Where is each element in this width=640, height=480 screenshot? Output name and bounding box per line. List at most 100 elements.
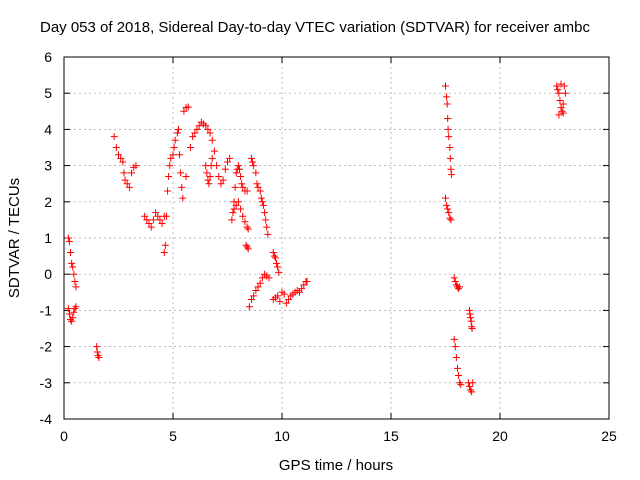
data-point <box>71 277 79 285</box>
data-point <box>210 147 218 155</box>
data-point <box>189 133 197 141</box>
y-tick-label: -2 <box>40 339 53 355</box>
data-point <box>71 305 79 313</box>
data-point <box>276 297 284 305</box>
data-point <box>555 111 563 119</box>
data-point <box>112 144 120 151</box>
data-point <box>249 158 257 166</box>
data-point <box>237 172 245 180</box>
data-point <box>270 252 278 260</box>
data-point <box>466 310 474 318</box>
data-point <box>465 382 473 390</box>
data-point <box>555 89 563 97</box>
data-point <box>259 201 267 209</box>
data-point <box>145 220 153 228</box>
data-point <box>70 270 78 278</box>
data-point <box>455 285 463 293</box>
axis-ticks <box>63 56 610 420</box>
data-point <box>242 241 250 249</box>
y-tick-label: -1 <box>40 302 53 318</box>
x-tick-label: 10 <box>274 428 290 444</box>
data-point <box>448 171 456 179</box>
data-point <box>238 180 246 188</box>
x-axis-label: GPS time / hours <box>279 457 393 474</box>
data-point <box>120 169 128 177</box>
y-tick-label: 3 <box>44 158 52 174</box>
data-point <box>65 310 73 318</box>
data-point <box>247 296 255 304</box>
data-point <box>65 238 73 246</box>
data-point <box>452 353 460 361</box>
data-point <box>455 372 463 380</box>
data-point <box>271 254 279 262</box>
data-point <box>147 223 155 231</box>
data-point <box>161 241 169 249</box>
data-point <box>228 216 236 224</box>
data-point <box>452 281 460 289</box>
data-point <box>149 216 157 224</box>
data-point <box>64 305 72 313</box>
data-point <box>553 82 561 90</box>
data-point <box>446 154 454 162</box>
data-point <box>257 194 265 202</box>
data-point <box>206 172 214 180</box>
data-point <box>451 343 459 351</box>
data-point <box>69 314 77 322</box>
data-point <box>234 198 242 206</box>
data-point <box>557 104 565 112</box>
data-point <box>154 212 162 220</box>
data-point <box>285 296 293 304</box>
data-point <box>469 379 477 387</box>
data-point <box>282 299 290 307</box>
data-point <box>254 183 262 191</box>
data-point <box>443 100 451 108</box>
data-point <box>447 216 455 224</box>
y-tick-label: 2 <box>44 194 52 210</box>
data-point <box>243 187 251 195</box>
data-point <box>252 169 260 177</box>
data-point <box>177 169 185 177</box>
chart-title: Day 053 of 2018, Sidereal Day-to-day VTE… <box>40 19 590 36</box>
data-point <box>171 136 179 144</box>
data-point <box>169 151 177 159</box>
data-point <box>303 277 311 285</box>
data-point <box>94 352 102 360</box>
data-point <box>230 205 238 213</box>
data-point <box>231 183 239 191</box>
data-point <box>206 129 214 137</box>
data-point <box>258 274 266 282</box>
data-point <box>93 343 101 351</box>
data-point <box>558 107 566 115</box>
data-point <box>453 364 461 372</box>
y-tick-label: -3 <box>40 375 53 391</box>
data-point <box>182 172 190 180</box>
data-point <box>217 180 225 188</box>
data-point <box>247 154 255 162</box>
data-point <box>160 248 168 256</box>
data-point <box>202 122 210 130</box>
data-point <box>191 129 199 137</box>
data-point <box>444 205 452 213</box>
data-point <box>143 216 151 224</box>
y-tick-label: 4 <box>44 121 52 137</box>
data-point <box>244 245 252 253</box>
data-point <box>250 292 258 300</box>
data-point <box>274 292 282 300</box>
data-point <box>237 205 245 213</box>
data-point <box>468 325 476 332</box>
data-point <box>72 283 80 291</box>
data-point <box>174 125 182 133</box>
data-point <box>158 220 166 228</box>
data-point <box>241 218 249 226</box>
data-point <box>265 274 273 282</box>
data-point <box>298 285 306 293</box>
data-point <box>450 335 458 343</box>
data-point <box>123 180 131 188</box>
data-point <box>203 169 211 177</box>
data-point <box>121 176 129 184</box>
data-point <box>258 198 266 206</box>
data-point <box>219 176 227 184</box>
data-point <box>559 100 567 108</box>
data-point <box>456 283 464 291</box>
data-point <box>274 263 282 271</box>
